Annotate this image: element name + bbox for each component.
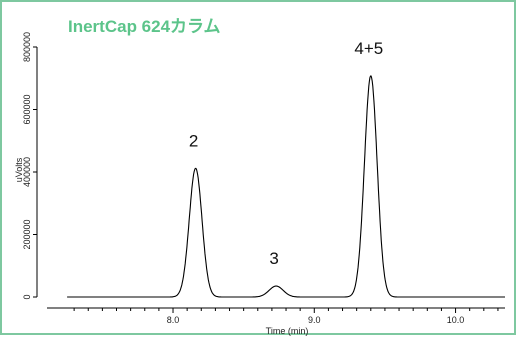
x-axis-label: Time (min) bbox=[266, 326, 309, 336]
y-axis-label: uVolts bbox=[14, 157, 24, 182]
chart-title: InertCap 624カラム bbox=[68, 17, 221, 36]
y-axis: 0 200000 400000 600000 800000 bbox=[22, 32, 38, 300]
x-tick-label: 8.0 bbox=[167, 315, 180, 325]
peak-label: 2 bbox=[189, 131, 198, 150]
peak-label: 4+5 bbox=[354, 39, 383, 58]
chart-frame bbox=[0, 0, 516, 335]
y-tick-label: 200000 bbox=[22, 219, 32, 249]
x-axis: 8.0 9.0 10.0 bbox=[47, 307, 505, 325]
y-tick-label: 800000 bbox=[22, 32, 32, 62]
peak-label: 3 bbox=[269, 249, 278, 268]
x-tick-label: 10.0 bbox=[447, 315, 465, 325]
y-tick-label: 400000 bbox=[22, 157, 32, 187]
y-tick-label: 600000 bbox=[22, 94, 32, 124]
y-tick-label: 0 bbox=[22, 294, 32, 299]
peak-labels: 2 3 4+5 bbox=[189, 39, 383, 268]
x-tick-label: 9.0 bbox=[308, 315, 321, 325]
chromatogram-trace bbox=[67, 75, 505, 298]
